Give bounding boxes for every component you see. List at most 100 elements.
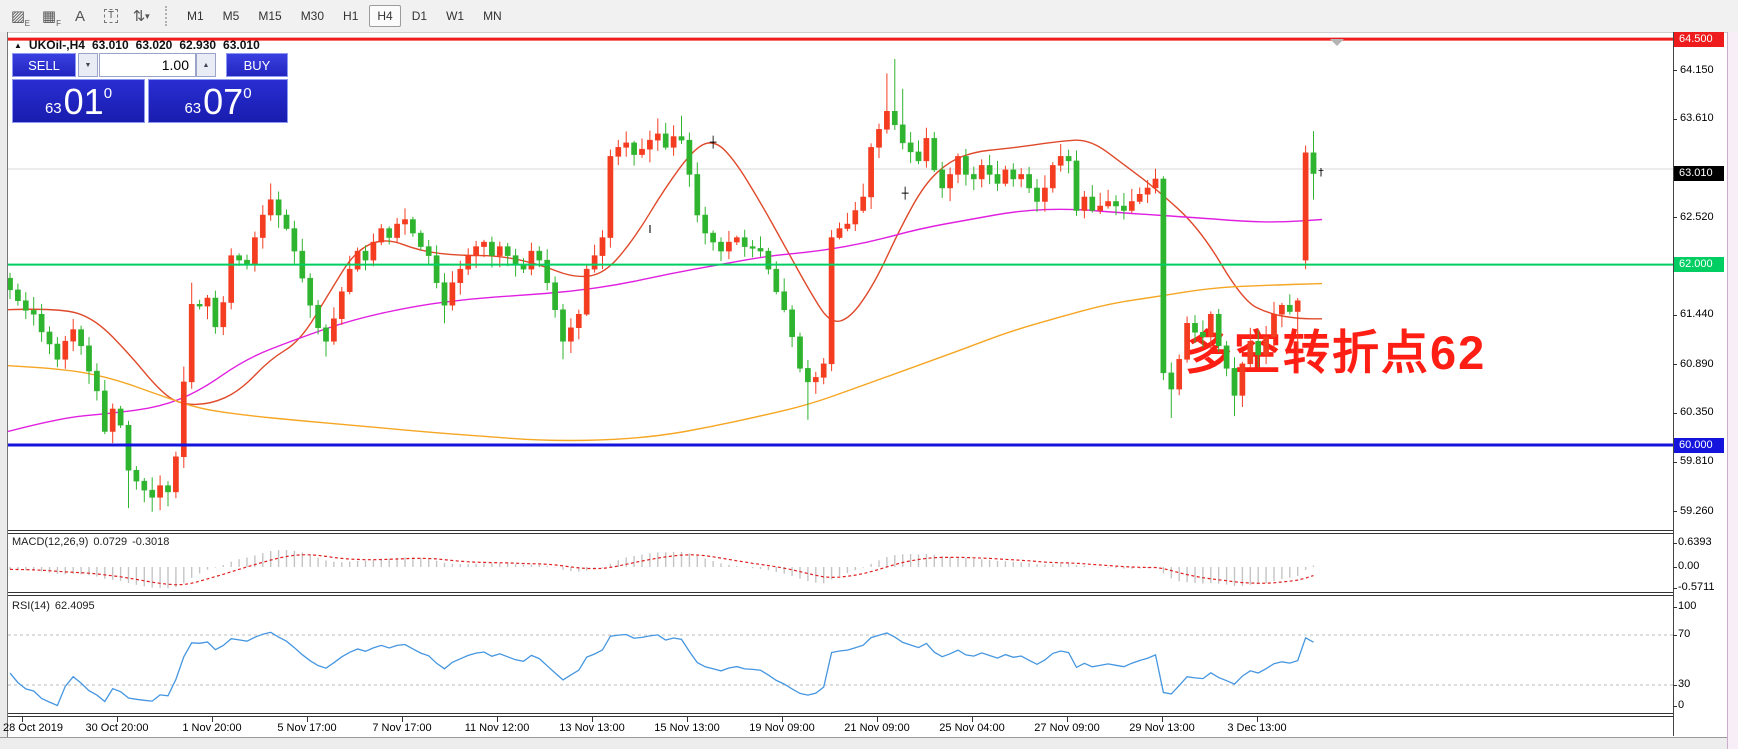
- candle-body[interactable]: [165, 485, 171, 493]
- text-box-tool-icon[interactable]: T: [98, 4, 124, 28]
- symbol-collapse-icon[interactable]: ▲: [14, 40, 22, 50]
- candle-body[interactable]: [955, 156, 961, 175]
- candle-body[interactable]: [607, 156, 614, 238]
- timeframe-button-w1[interactable]: W1: [446, 9, 465, 23]
- candle-body[interactable]: [536, 250, 543, 261]
- timeframe-button-m15[interactable]: M15: [258, 9, 282, 23]
- arrows-tool-icon[interactable]: ⇅ ▼: [132, 8, 152, 25]
- window-right-scrollstrip[interactable]: [1727, 32, 1738, 749]
- candle-body[interactable]: [1049, 165, 1056, 189]
- candle-body[interactable]: [591, 255, 598, 270]
- candle-body[interactable]: [1097, 205, 1104, 211]
- candle-body[interactable]: [718, 241, 724, 252]
- candle-body[interactable]: [62, 340, 69, 360]
- candle-body[interactable]: [623, 142, 630, 148]
- candle-body[interactable]: [244, 259, 250, 265]
- candle-body[interactable]: [670, 136, 677, 148]
- pane-separator[interactable]: [8, 592, 1673, 593]
- candle-body[interactable]: [1081, 196, 1088, 211]
- candle-body[interactable]: [520, 264, 527, 270]
- candle-body[interactable]: [457, 268, 464, 283]
- candle-body[interactable]: [299, 250, 306, 279]
- candle-body[interactable]: [30, 310, 37, 315]
- sell-price-display[interactable]: 63 01 0: [12, 79, 145, 123]
- candle-body[interactable]: [1152, 178, 1159, 189]
- candle-body[interactable]: [252, 237, 258, 265]
- candle-body[interactable]: [267, 199, 274, 216]
- candle-body[interactable]: [781, 291, 788, 310]
- buy-button[interactable]: BUY: [226, 53, 288, 77]
- candle-body[interactable]: [1160, 178, 1167, 374]
- candle-body[interactable]: [1018, 174, 1025, 180]
- candle-body[interactable]: [70, 329, 77, 342]
- pane-separator[interactable]: [8, 530, 1673, 531]
- candle-body[interactable]: [354, 250, 361, 270]
- candle-body[interactable]: [283, 214, 290, 229]
- candle-body[interactable]: [702, 214, 709, 234]
- buy-price-display[interactable]: 63 07 0: [148, 79, 288, 123]
- candle-body[interactable]: [733, 237, 740, 243]
- candle-body[interactable]: [512, 255, 519, 265]
- candle-body[interactable]: [939, 169, 946, 189]
- volume-decrease-button[interactable]: ▼: [78, 53, 98, 77]
- candle-body[interactable]: [575, 313, 582, 329]
- candle-body[interactable]: [868, 147, 874, 198]
- candle-body[interactable]: [117, 408, 124, 426]
- candle-body[interactable]: [433, 255, 440, 283]
- candle-body[interactable]: [805, 368, 811, 383]
- timeframe-button-m30[interactable]: M30: [300, 9, 325, 23]
- candle-body[interactable]: [1105, 201, 1111, 207]
- text-label-tool-icon[interactable]: A: [74, 7, 85, 25]
- volume-input[interactable]: 1.00: [99, 53, 196, 77]
- candle-body[interactable]: [275, 199, 282, 216]
- candle-body[interactable]: [212, 297, 219, 328]
- candle-body[interactable]: [907, 142, 914, 153]
- timeframe-button-m1[interactable]: M1: [187, 9, 204, 23]
- candle-body[interactable]: [710, 232, 716, 243]
- candle-body[interactable]: [315, 304, 321, 329]
- candle-body[interactable]: [726, 241, 732, 252]
- candle-body[interactable]: [370, 241, 377, 261]
- chart-shift-triangle-icon[interactable]: [1330, 39, 1344, 46]
- candle-body[interactable]: [844, 223, 851, 229]
- hatch-tool-icon[interactable]: ▨ E: [10, 8, 30, 28]
- candle-body[interactable]: [378, 228, 385, 243]
- candle-body[interactable]: [86, 345, 92, 372]
- candle-body[interactable]: [196, 304, 203, 307]
- candle-body[interactable]: [1136, 194, 1143, 202]
- candle-body[interactable]: [307, 277, 314, 306]
- candle-body[interactable]: [528, 250, 535, 270]
- candle-body[interactable]: [994, 174, 1001, 184]
- candle-body[interactable]: [38, 313, 45, 333]
- candle-body[interactable]: [978, 165, 985, 180]
- candle-body[interactable]: [465, 255, 472, 270]
- candle-body[interactable]: [1168, 372, 1175, 390]
- candle-body[interactable]: [654, 133, 661, 141]
- candle-body[interactable]: [204, 297, 211, 307]
- candle-body[interactable]: [1034, 187, 1040, 202]
- candle-body[interactable]: [441, 282, 448, 306]
- candle-body[interactable]: [220, 302, 227, 328]
- candle-body[interactable]: [109, 408, 116, 432]
- candle-body[interactable]: [346, 268, 353, 292]
- candle-body[interactable]: [820, 363, 827, 378]
- candle-body[interactable]: [489, 241, 495, 256]
- timeframe-button-h4[interactable]: H4: [369, 5, 401, 27]
- candle-body[interactable]: [1302, 152, 1309, 261]
- candle-body[interactable]: [860, 196, 867, 211]
- candle-body[interactable]: [970, 174, 977, 180]
- candle-body[interactable]: [259, 214, 266, 238]
- candle-body[interactable]: [963, 156, 969, 175]
- candle-body[interactable]: [188, 304, 195, 383]
- candle-body[interactable]: [1002, 169, 1009, 184]
- candle-body[interactable]: [22, 300, 29, 311]
- candle-body[interactable]: [836, 228, 843, 238]
- candle-body[interactable]: [631, 142, 637, 155]
- candle-body[interactable]: [923, 138, 930, 162]
- candle-body[interactable]: [915, 151, 922, 162]
- candle-body[interactable]: [228, 255, 235, 303]
- candle-body[interactable]: [149, 489, 156, 498]
- candle-body[interactable]: [46, 331, 53, 345]
- candle-body[interactable]: [1294, 300, 1301, 312]
- candle-body[interactable]: [884, 111, 890, 130]
